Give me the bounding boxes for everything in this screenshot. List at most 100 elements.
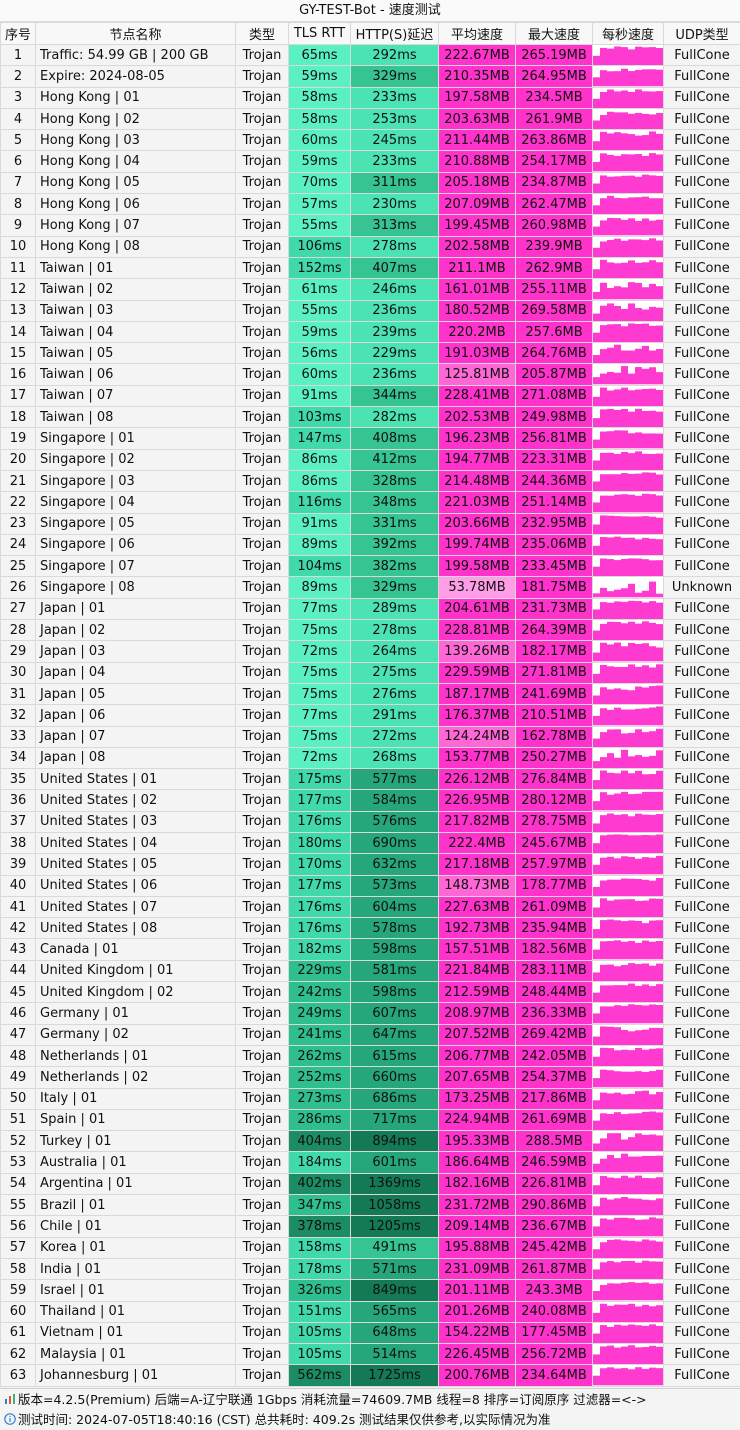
speed-bar — [600, 47, 607, 65]
cell-avg-speed: 187.17MB — [438, 682, 516, 706]
speed-bar — [656, 198, 663, 214]
cell-http-latency: 717ms — [350, 1108, 439, 1132]
cell-http-latency: 233ms — [350, 150, 439, 173]
speed-bar — [593, 226, 600, 236]
speed-bar — [621, 792, 628, 811]
cell-per-second-speed — [592, 853, 664, 876]
table-row: 53 Australia | 01 Trojan 184ms 601ms 186.64MB… — [0, 1151, 740, 1174]
cell-udp-type: FullCone — [663, 65, 740, 88]
speed-sparkline — [593, 451, 663, 470]
speed-bar — [621, 1260, 628, 1279]
speed-bar — [593, 1099, 600, 1109]
table-row: 16 Taiwan | 06 Trojan 60ms 236ms 125.81MB 205.… — [0, 363, 740, 386]
speed-bar — [607, 347, 614, 363]
cell-max-speed: 235.94MB — [515, 917, 593, 940]
cell-node-name: Expire: 2024-08-05 — [35, 65, 236, 88]
cell-type: Trojan — [235, 65, 289, 88]
cell-tls-rtt: 170ms — [288, 853, 351, 876]
speed-bar — [593, 481, 600, 491]
speed-bar — [656, 1346, 663, 1364]
speed-bar — [600, 880, 607, 896]
speed-sparkline — [593, 685, 663, 704]
speed-bar — [656, 813, 663, 832]
speed-bar — [593, 418, 600, 427]
cell-per-second-speed — [592, 746, 664, 770]
speed-sparkline — [593, 195, 663, 214]
speed-bar — [642, 687, 649, 704]
cell-index: 25 — [0, 555, 36, 578]
speed-bar — [628, 690, 635, 704]
cell-http-latency: 647ms — [350, 1023, 439, 1046]
cell-type: Trojan — [235, 1236, 289, 1259]
cell-tls-rtt: 86ms — [288, 469, 351, 493]
cell-per-second-speed — [592, 43, 664, 67]
speed-bar — [628, 473, 635, 491]
speed-bar — [593, 716, 600, 725]
cell-node-name: Singapore | 02 — [35, 448, 236, 471]
cell-http-latency: 239ms — [350, 320, 439, 344]
speed-bar — [607, 1070, 614, 1088]
cell-index: 35 — [0, 768, 36, 791]
speed-bar — [649, 835, 656, 853]
cell-type: Trojan — [235, 1321, 289, 1345]
cell-node-name: United States | 01 — [35, 768, 236, 791]
speed-bar — [621, 1346, 628, 1364]
speed-sparkline — [593, 1260, 663, 1279]
speed-bar — [628, 175, 635, 193]
cell-tls-rtt: 562ms — [288, 1364, 351, 1387]
cell-avg-speed: 199.45MB — [438, 214, 516, 237]
cell-node-name: Hong Kong | 07 — [35, 214, 236, 237]
cell-max-speed: 241.69MB — [515, 682, 593, 706]
speed-sparkline — [593, 1111, 663, 1130]
speed-bar — [600, 132, 607, 150]
cell-index: 50 — [0, 1087, 36, 1110]
cell-avg-speed: 214.48MB — [438, 469, 516, 493]
cell-avg-speed: 196.23MB — [438, 427, 516, 450]
speed-bar — [621, 834, 628, 853]
speed-bar — [621, 154, 628, 172]
cell-avg-speed: 194.77MB — [438, 448, 516, 471]
cell-max-speed: 182.17MB — [515, 640, 593, 663]
cell-per-second-speed — [592, 682, 664, 706]
cell-tls-rtt: 89ms — [288, 576, 351, 599]
speed-bar — [621, 985, 628, 1002]
cell-max-speed: 256.72MB — [515, 1343, 593, 1366]
speed-bar — [649, 433, 656, 449]
speed-bar — [600, 198, 607, 214]
table-row: 5 Hong Kong | 03 Trojan 60ms 245ms 211.44MB 26… — [0, 129, 740, 152]
cell-type: Trojan — [235, 1215, 289, 1238]
speed-bar — [593, 162, 600, 172]
speed-bar — [628, 920, 635, 938]
speed-bar — [607, 1113, 614, 1130]
speed-bar — [649, 1217, 656, 1237]
speed-bar — [593, 695, 600, 704]
speed-bar — [656, 594, 663, 598]
speed-bar — [628, 1050, 635, 1066]
speed-bar — [607, 133, 614, 150]
cell-type: Trojan — [235, 320, 289, 344]
speed-bar — [628, 537, 635, 555]
cell-tls-rtt: 241ms — [288, 1023, 351, 1046]
speed-bar — [614, 666, 621, 683]
cell-avg-speed: 205.18MB — [438, 171, 516, 195]
speed-sparkline — [593, 1197, 663, 1215]
speed-bar — [600, 536, 607, 555]
speed-bar — [600, 325, 607, 342]
speed-bar — [593, 1354, 600, 1364]
table-row: 54 Argentina | 01 Trojan 402ms 1369ms 182.16M… — [0, 1172, 740, 1196]
cell-per-second-speed — [592, 278, 664, 301]
speed-bar — [600, 409, 607, 427]
cell-udp-type: FullCone — [663, 1023, 740, 1046]
cell-avg-speed: 222.4MB — [438, 831, 516, 855]
speed-bar — [656, 1198, 663, 1215]
cell-per-second-speed — [592, 342, 664, 365]
speed-bar — [628, 260, 635, 278]
cell-http-latency: 408ms — [350, 427, 439, 450]
cell-http-latency: 604ms — [350, 895, 439, 919]
speed-bar — [649, 1071, 656, 1088]
cell-http-latency: 272ms — [350, 725, 439, 748]
speed-bar — [642, 1049, 649, 1066]
speed-bar — [628, 1177, 635, 1194]
cell-per-second-speed — [592, 129, 664, 152]
cell-udp-type: FullCone — [663, 1215, 740, 1238]
